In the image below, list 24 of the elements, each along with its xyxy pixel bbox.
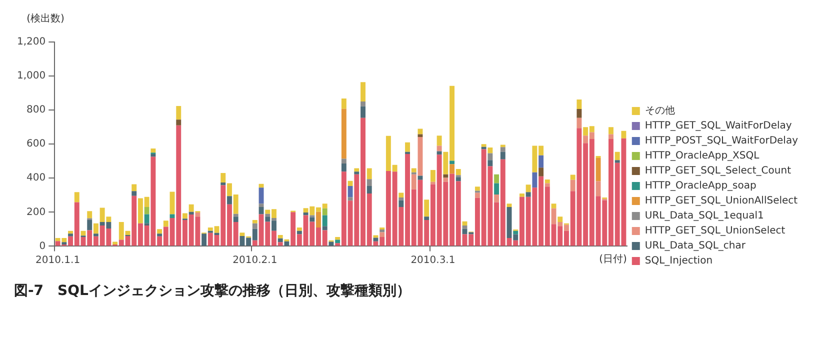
legend-label: SQL_Injection bbox=[644, 256, 713, 267]
y-tick-label: 400 bbox=[26, 172, 46, 184]
y-tick-label: 800 bbox=[26, 104, 46, 116]
y-tick-label: 1,200 bbox=[16, 36, 46, 48]
legend-label: その他 bbox=[644, 104, 675, 117]
y-tick-label: 200 bbox=[26, 206, 46, 218]
legend-label: HTTP_OracleApp_soap bbox=[644, 180, 756, 192]
legend-label: HTTP_GET_SQL_WaitForDelay bbox=[644, 120, 792, 132]
legend-label: HTTP_GET_SQL_UnionAllSelect bbox=[644, 196, 798, 207]
y-axis-title: (検出数) bbox=[26, 12, 65, 25]
text: 図-7 SQLインジェクション攻撃の推移（日別、攻撃種類別） bbox=[14, 283, 410, 300]
x-tick-label: 2010.3.1 bbox=[410, 254, 456, 266]
x-tick-label: 2010.2.1 bbox=[232, 254, 278, 266]
x-axis-title: (日付) bbox=[599, 254, 627, 265]
y-tick-label: 1,000 bbox=[16, 70, 46, 82]
x-tick-label: 2010.1.1 bbox=[36, 254, 80, 266]
legend-label: HTTP_GET_SQL_Select_Count bbox=[644, 166, 792, 177]
legend-label: HTTP_POST_SQL_WaitForDelay bbox=[644, 136, 798, 147]
y-tick-label: 0 bbox=[39, 240, 46, 252]
legend-label: URL_Data_SQL_char bbox=[644, 240, 746, 252]
legend-label: HTTP_GET_SQL_UnionSelect bbox=[644, 226, 786, 237]
legend-label: URL_Data_SQL_1equal1 bbox=[644, 210, 764, 222]
y-tick-label: 600 bbox=[26, 138, 46, 150]
legend-label: HTTP_OracleApp_XSQL bbox=[644, 150, 760, 162]
